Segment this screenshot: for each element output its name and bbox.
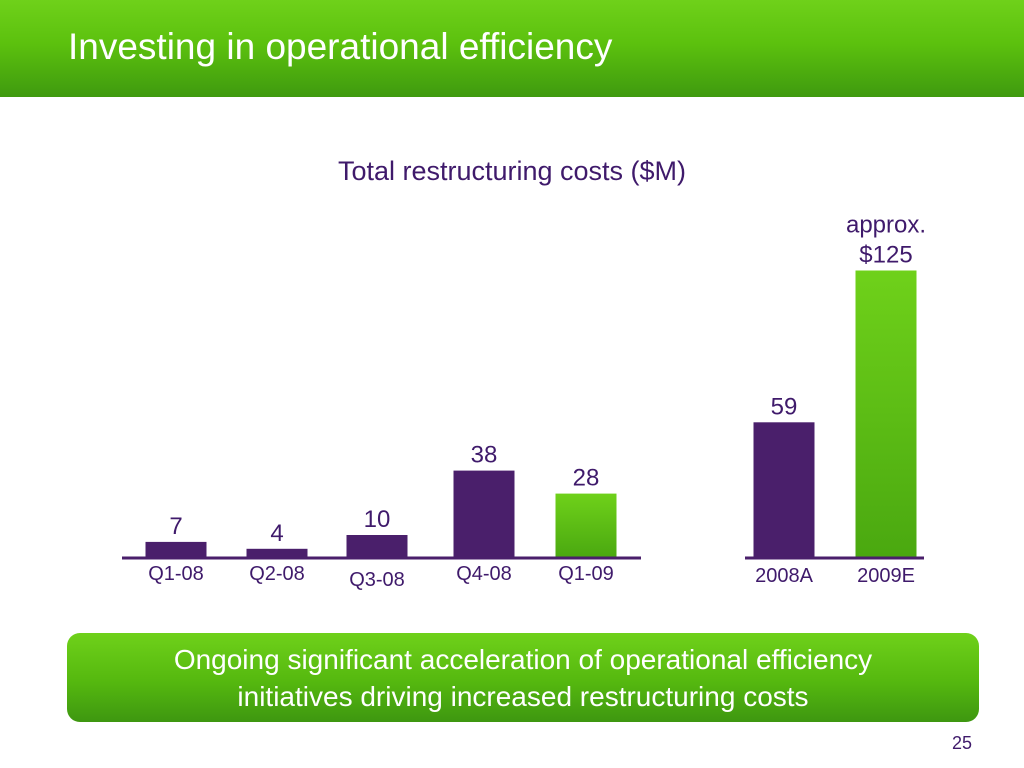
summary-callout: Ongoing significant acceleration of oper…	[67, 633, 979, 722]
data-label-Q4-08: 38	[471, 442, 498, 469]
data-label-Q3-08: 10	[364, 506, 391, 533]
data-label-Q1-08: 7	[169, 513, 182, 540]
tick-label-Q2-08: Q2-08	[249, 563, 305, 585]
bar-Q1-08	[145, 541, 207, 558]
tick-label-Q4-08: Q4-08	[456, 563, 512, 585]
data-label-Q1-09: 28	[573, 465, 600, 492]
bar-2009E	[855, 270, 917, 558]
bar-Q4-08	[453, 470, 515, 558]
data-label-2009E: $125	[859, 242, 912, 269]
page-number: 25	[951, 733, 972, 753]
tick-label-2008A: 2008A	[755, 565, 813, 587]
data-label-Q2-08: 4	[270, 520, 283, 547]
bar-Q2-08	[246, 548, 308, 558]
chart-title: Total restructuring costs ($M)	[337, 156, 687, 186]
tick-label-Q1-09: Q1-09	[558, 563, 614, 585]
tick-label-Q1-08: Q1-08	[148, 563, 204, 585]
bar-Q1-09	[555, 493, 617, 558]
bar-2008A	[753, 422, 815, 558]
bar-Q3-08	[346, 535, 408, 558]
data-label-2009E: approx.	[846, 212, 926, 239]
callout-line-2: initiatives driving increased restructur…	[237, 681, 809, 712]
tick-label-Q3-08: Q3-08	[349, 569, 405, 591]
slide-title: Investing in operational efficiency	[68, 26, 613, 67]
callout-line-1: Ongoing significant acceleration of oper…	[173, 644, 873, 675]
data-label-2008A: 59	[771, 393, 798, 420]
title-bar: Investing in operational efficiency	[0, 0, 1024, 97]
tick-label-2009E: 2009E	[857, 565, 915, 587]
restructuring-costs-chart: 7 Q1-08 4 Q2-08 10 Q3-08 38 Q4-08 28 Q1-09 59 2008A…	[122, 212, 926, 591]
